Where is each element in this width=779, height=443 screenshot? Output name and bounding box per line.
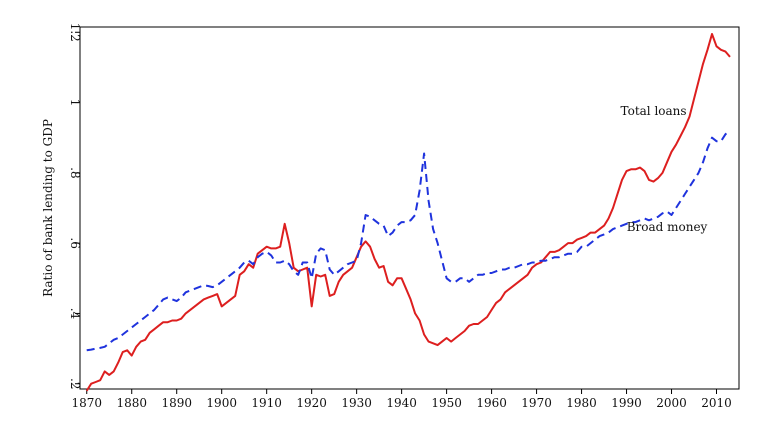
series-line-total-loans <box>85 33 731 392</box>
x-tick-label: 1900 <box>206 396 237 410</box>
y-tick-label: .2 <box>68 378 82 389</box>
series-layer <box>85 33 731 392</box>
y-axis-title: Ratio of bank lending to GDP <box>41 119 55 297</box>
x-tick-label: 2010 <box>701 396 732 410</box>
annotation-label: Total loans <box>621 104 687 118</box>
y-tick-label: 1 <box>68 99 82 107</box>
y-axis: .2 .4 .6 .8 1 1.2 <box>68 23 82 390</box>
plot-frame <box>79 26 740 390</box>
x-tick-label: 1930 <box>341 396 372 410</box>
series-line-broad-money <box>86 129 731 352</box>
y-tick-label: .6 <box>68 237 82 248</box>
x-tick-label: 1950 <box>431 396 462 410</box>
x-tick-label: 1890 <box>161 396 192 410</box>
x-tick-label: 1910 <box>251 396 282 410</box>
y-tick-label: 1.2 <box>68 23 82 42</box>
x-tick-label: 1960 <box>476 396 507 410</box>
x-tick-label: 1870 <box>71 396 102 410</box>
x-tick-label: 1880 <box>116 396 147 410</box>
x-tick-label: 1920 <box>296 396 327 410</box>
y-tick-label: .8 <box>68 167 82 178</box>
x-tick-label: 1970 <box>521 396 552 410</box>
x-axis: 1870 1880 1890 1900 1910 1920 1930 1940 1950 1960… <box>71 389 732 410</box>
annotation-label: Broad money <box>627 220 708 234</box>
x-tick-label: 1980 <box>566 396 597 410</box>
annotation-layer: Total loans Broad money <box>621 104 708 234</box>
x-tick-label: 1990 <box>611 396 642 410</box>
x-tick-label: 1940 <box>386 396 417 410</box>
y-tick-label: .4 <box>68 308 82 320</box>
x-tick-label: 2000 <box>656 396 687 410</box>
